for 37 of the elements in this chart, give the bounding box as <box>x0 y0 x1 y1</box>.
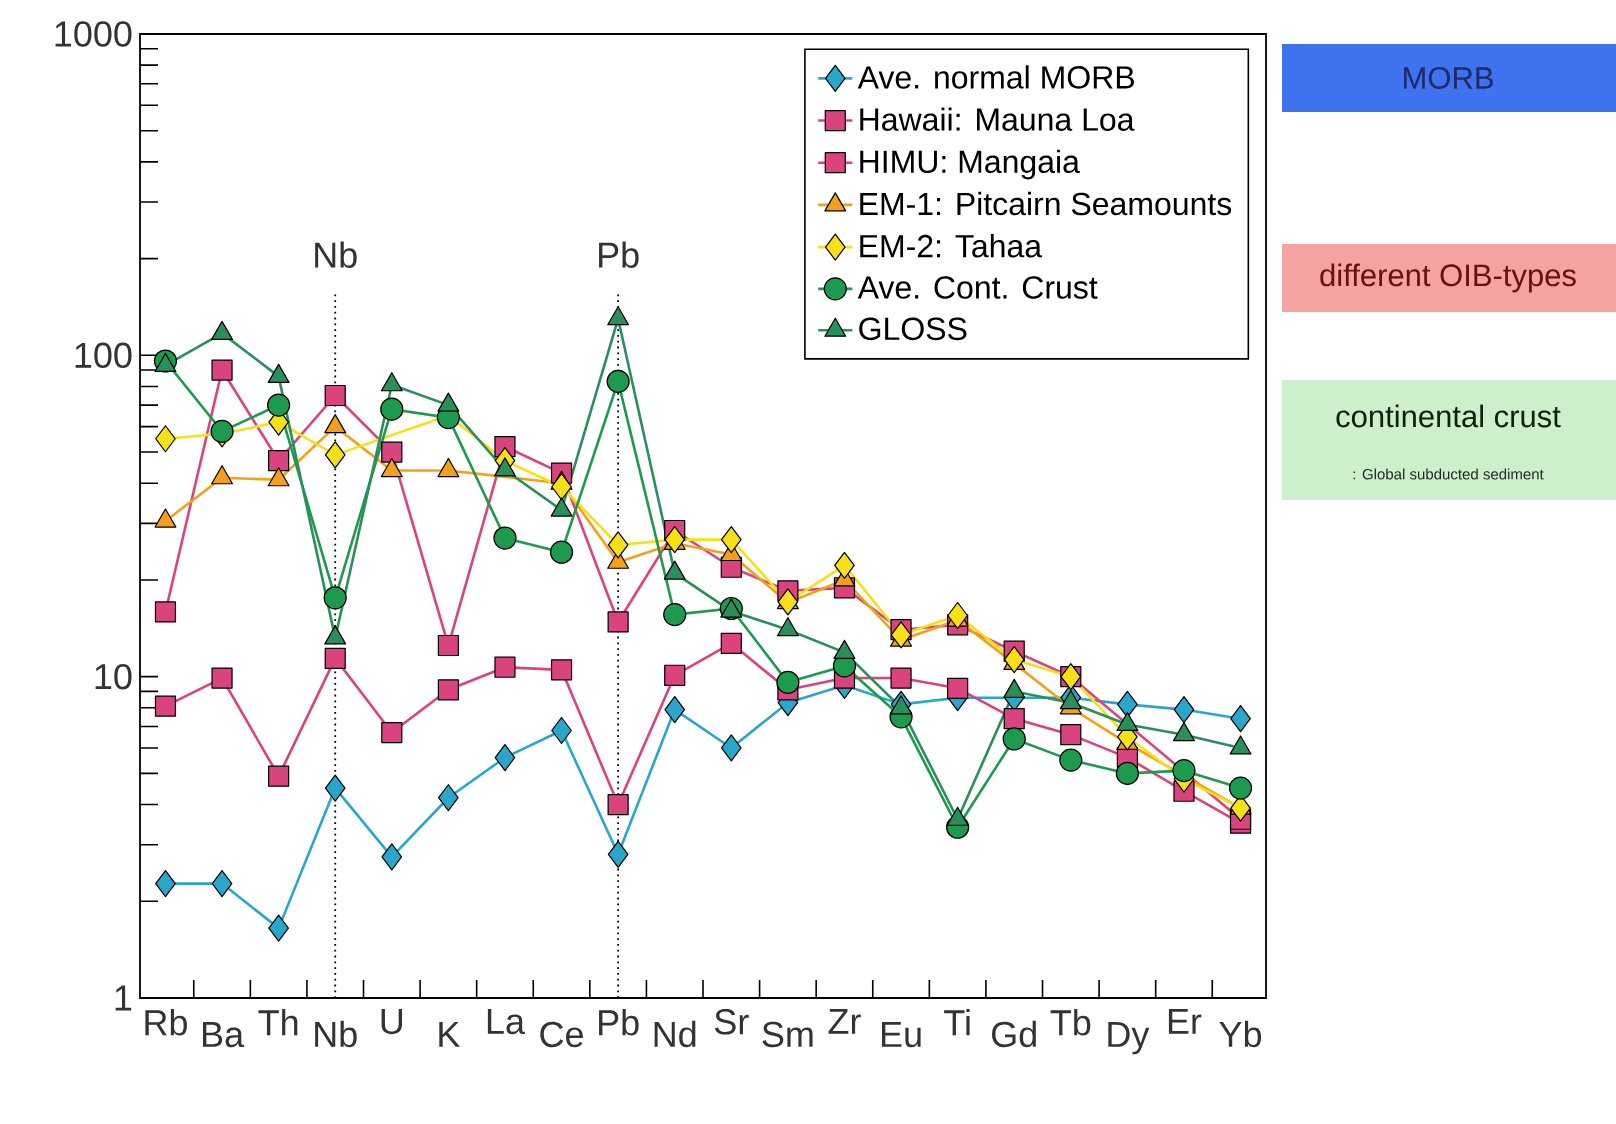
x-tick-label: Er <box>1168 1009 1202 1034</box>
x-tick-label: Ti <box>944 1009 970 1036</box>
legend-label: GLOSS <box>859 317 967 341</box>
x-tick-label: Nd <box>654 1020 696 1048</box>
text: : Global subducted sediment <box>1353 468 1544 480</box>
legend-label: Ave. Cont. Crust <box>857 276 1098 299</box>
x-tick-label: K <box>439 1022 460 1047</box>
x-tick-label: La <box>487 1009 525 1035</box>
x-tick-label: Tb <box>1050 1009 1091 1036</box>
y-tick-label: 100 <box>75 342 132 369</box>
legend-label: EM-2: Tahaa <box>860 234 1043 258</box>
x-tick-label: U <box>381 1009 403 1035</box>
x-tick-label: Ce <box>540 1021 583 1048</box>
x-tick-label: Ba <box>202 1022 245 1048</box>
y-tick-label: 10 <box>95 663 132 690</box>
x-tick-label: Yb <box>1219 1020 1262 1048</box>
x-tick-label: Rb <box>145 1009 187 1036</box>
text: MORB <box>1404 67 1493 89</box>
legend-label: EM-1: Pitcairn Seamounts <box>860 191 1232 216</box>
legend-label: HIMU: Mangaia <box>860 149 1080 180</box>
ref-line-label: Nb <box>315 241 357 268</box>
x-tick-label: Eu <box>881 1022 921 1048</box>
text: different OIB-types <box>1320 263 1576 293</box>
text: continental crust <box>1336 404 1561 428</box>
x-tick-label: Nb <box>315 1020 357 1048</box>
x-tick-label: Pb <box>599 1009 639 1036</box>
legend-label: Ave. normal MORB <box>857 65 1134 89</box>
x-tick-label: Sm <box>762 1021 813 1048</box>
x-tick-label: Zr <box>828 1009 861 1034</box>
x-tick-label: Dy <box>1108 1022 1150 1055</box>
y-tick-label: 1000 <box>55 21 132 47</box>
x-tick-label: Th <box>258 1009 298 1036</box>
ref-line-label: Pb <box>599 241 639 268</box>
x-tick-label: Gd <box>992 1020 1036 1048</box>
x-tick-label: Sr <box>714 1009 749 1035</box>
y-tick-label: 1 <box>115 985 132 1011</box>
legend-label: Hawaii: Mauna Loa <box>860 107 1135 131</box>
